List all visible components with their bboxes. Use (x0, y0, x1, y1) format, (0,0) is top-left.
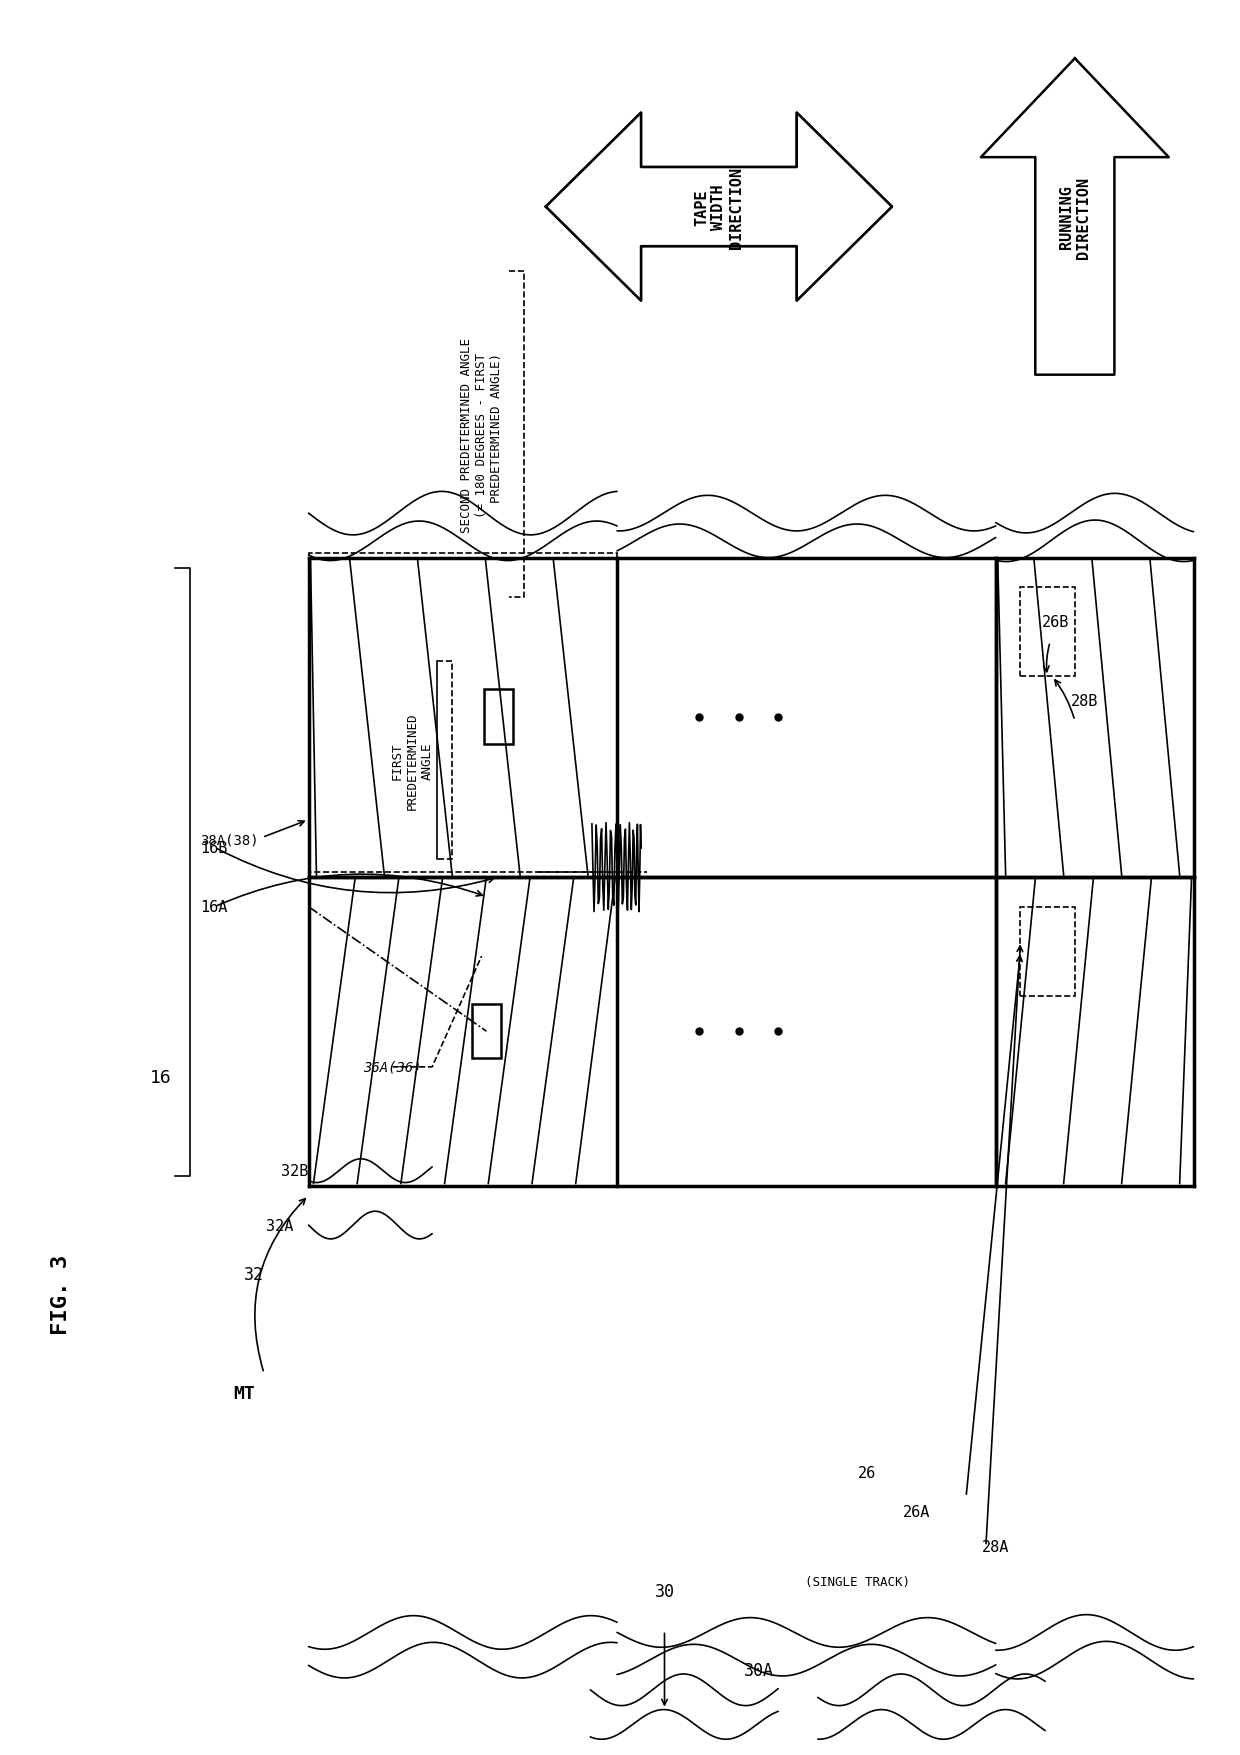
Text: FIG. 3: FIG. 3 (51, 1255, 72, 1334)
Text: 32B: 32B (281, 1164, 309, 1179)
Polygon shape (981, 60, 1169, 376)
Text: FIRST
PREDETERMINED
ANGLE: FIRST PREDETERMINED ANGLE (391, 713, 434, 809)
Text: 36A(36): 36A(36) (363, 1060, 422, 1074)
Text: 26B: 26B (1042, 614, 1069, 630)
Text: 30A: 30A (744, 1660, 774, 1680)
Bar (1021, 588, 1075, 677)
Text: 28A: 28A (982, 1539, 1009, 1553)
Bar (1021, 907, 1075, 997)
Text: MT: MT (233, 1385, 255, 1402)
Text: 16A: 16A (200, 900, 227, 914)
Bar (309, 872, 618, 1186)
Text: 32A: 32A (267, 1218, 294, 1232)
Text: 32: 32 (244, 1265, 264, 1283)
Text: 28B: 28B (1071, 693, 1099, 709)
Text: (SINGLE TRACK): (SINGLE TRACK) (805, 1574, 910, 1588)
Bar (484, 690, 513, 744)
Text: 30: 30 (655, 1581, 675, 1601)
Text: 26A: 26A (903, 1504, 930, 1520)
Text: 16: 16 (149, 1069, 171, 1086)
Text: RUNNING
DIRECTION: RUNNING DIRECTION (1059, 176, 1091, 258)
Text: 38A(38): 38A(38) (200, 834, 259, 848)
Bar (309, 553, 618, 878)
Text: TAPE
WIDTH
DIRECTION: TAPE WIDTH DIRECTION (694, 167, 744, 249)
Text: 26: 26 (858, 1465, 877, 1479)
Text: SECOND PREDETERMINED ANGLE
(= 180 DEGREES - FIRST
  PREDETERMINED ANGLE): SECOND PREDETERMINED ANGLE (= 180 DEGREE… (460, 337, 503, 532)
Bar (471, 1004, 501, 1058)
Text: 16B: 16B (200, 841, 227, 855)
Polygon shape (546, 114, 892, 302)
